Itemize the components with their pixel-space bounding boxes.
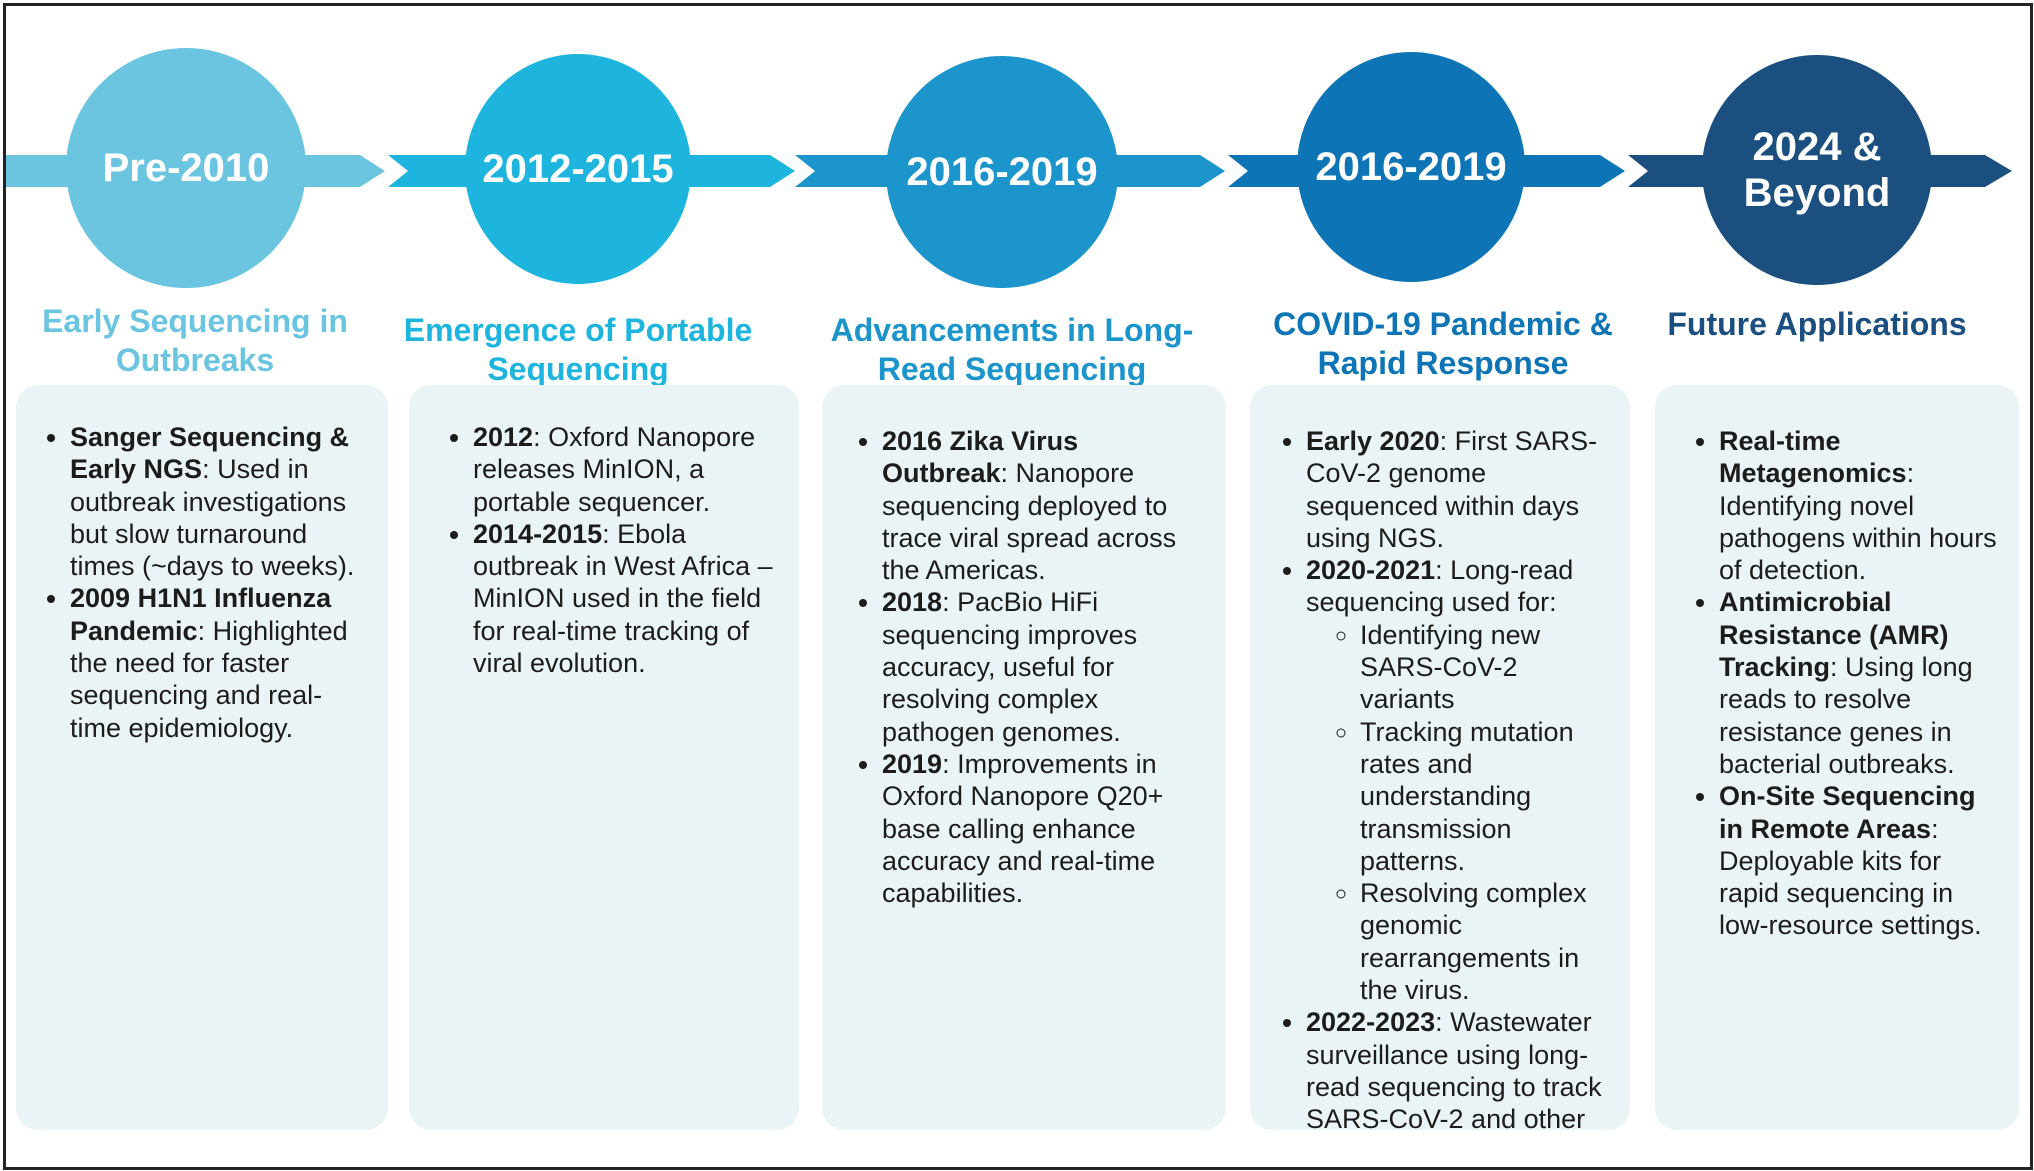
phase-year-5: 2024 & Beyond <box>1743 125 1891 215</box>
phase-year-4: 2016-2019 <box>1315 145 1507 189</box>
phase-title-4: COVID-19 Pandemic & Rapid Response <box>1273 306 1613 381</box>
phase-year-circle-3: 2016-2019 <box>886 56 1118 288</box>
list-item: Antimicrobial Resistance (AMR) Tracking:… <box>1719 586 1999 780</box>
phase-year-circle-5: 2024 & Beyond <box>1702 55 1932 285</box>
phase-card-2: 2012: Oxford Nanopore releases MinION, a… <box>409 385 799 1130</box>
list-item: 2018: PacBio HiFi sequencing improves ac… <box>882 586 1206 747</box>
list-item: 2014-2015: Ebola outbreak in West Africa… <box>473 518 779 679</box>
phase-title-3: Advancements in Long-Read Sequencing <box>830 312 1194 387</box>
phase-3-list: 2016 Zika Virus Outbreak: Nanopore seque… <box>848 425 1206 909</box>
list-item: On-Site Sequencing in Remote Areas: Depl… <box>1719 780 1999 941</box>
list-item: Sanger Sequencing & Early NGS: Used in o… <box>70 421 368 582</box>
sub-list-item: Tracking mutation rates and understandin… <box>1360 716 1618 877</box>
phase-4-sublist: Identifying new SARS-CoV-2 variants Trac… <box>1306 619 1618 1007</box>
list-item: 2016 Zika Virus Outbreak: Nanopore seque… <box>882 425 1206 586</box>
phase-year-3: 2016-2019 <box>906 150 1098 194</box>
list-item: 2012: Oxford Nanopore releases MinION, a… <box>473 421 779 518</box>
phase-year-2: 2012-2015 <box>482 147 674 191</box>
phase-card-4: Early 2020: First SARS-CoV-2 genome sequ… <box>1250 385 1630 1130</box>
phase-4-list: Early 2020: First SARS-CoV-2 genome sequ… <box>1272 425 1618 1130</box>
phase-title-2: Emergence of Portable Sequencing <box>403 312 753 387</box>
list-item: 2022-2023: Wastewater surveillance using… <box>1306 1006 1618 1130</box>
phase-card-1: Sanger Sequencing & Early NGS: Used in o… <box>16 385 388 1130</box>
list-item: Real-time Metagenomics: Identifying nove… <box>1719 425 1999 586</box>
sub-list-item: Identifying new SARS-CoV-2 variants <box>1360 619 1618 716</box>
phase-year-1: Pre-2010 <box>102 146 270 190</box>
phase-1-list: Sanger Sequencing & Early NGS: Used in o… <box>36 421 368 744</box>
phase-card-5: Real-time Metagenomics: Identifying nove… <box>1655 385 2019 1130</box>
sub-list-item: Resolving complex genomic rearrangements… <box>1360 877 1618 1006</box>
list-item: 2020-2021: Long-read sequencing used for… <box>1306 554 1618 1006</box>
phase-5-list: Real-time Metagenomics: Identifying nove… <box>1685 425 1999 942</box>
phase-year-circle-4: 2016-2019 <box>1297 52 1525 282</box>
list-item: 2009 H1N1 Influenza Pandemic: Highlighte… <box>70 582 368 743</box>
phase-title-1: Early Sequencing in Outbreaks <box>42 303 348 378</box>
phase-card-3: 2016 Zika Virus Outbreak: Nanopore seque… <box>822 385 1226 1130</box>
phase-2-list: 2012: Oxford Nanopore releases MinION, a… <box>439 421 779 679</box>
phase-title-5: Future Applications <box>1667 306 1967 342</box>
phase-year-circle-2: 2012-2015 <box>465 54 691 284</box>
list-item: Early 2020: First SARS-CoV-2 genome sequ… <box>1306 425 1618 554</box>
list-item: 2019: Improvements in Oxford Nanopore Q2… <box>882 748 1206 909</box>
phase-year-circle-1: Pre-2010 <box>66 48 306 288</box>
